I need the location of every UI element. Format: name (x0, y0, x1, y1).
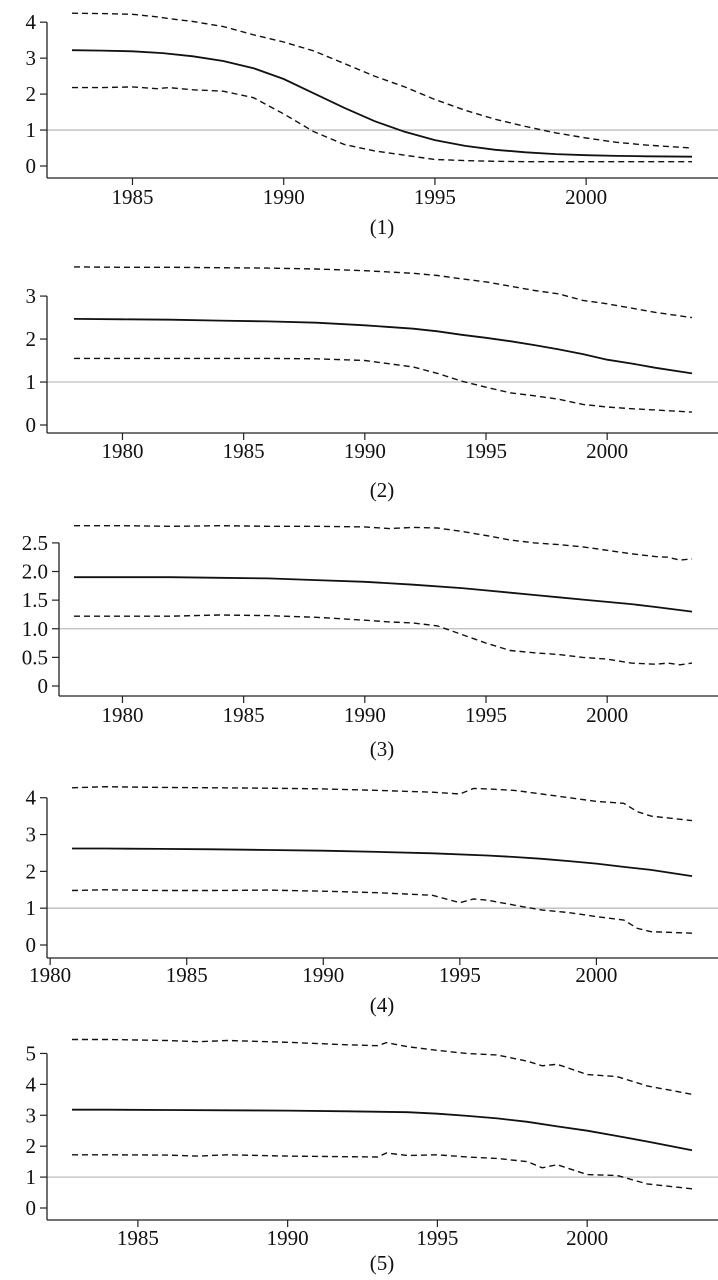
panel-2: 0 1 2 3 1980 1985 1990 1995 2000 (2) (26, 266, 718, 502)
y-tick-label: 1.0 (22, 617, 48, 641)
y-tick-label: 4 (26, 1072, 37, 1096)
x-tick-label: 1995 (414, 185, 456, 209)
estimate-line (74, 576, 693, 613)
lower-bound-line (74, 614, 693, 666)
y-tick-label: 2 (26, 82, 37, 106)
panel-caption: (4) (370, 993, 395, 1017)
upper-bound-line (73, 266, 693, 319)
y-tick-label: 0 (38, 674, 49, 698)
x-tick-label: 2000 (565, 185, 607, 209)
y-tick-label: 3 (26, 823, 37, 847)
y-tick-label: 0.5 (22, 645, 48, 669)
y-tick-label: 4 (26, 10, 37, 34)
upper-bound-line (71, 785, 693, 822)
y-tick-label: 2 (26, 859, 37, 883)
x-tick-label: 2000 (566, 1226, 608, 1250)
panel-caption: (5) (370, 1251, 395, 1275)
panel-4: 0 1 2 3 4 1980 1985 1990 1995 2000 (4) (26, 786, 718, 1017)
panel-caption: (2) (370, 478, 395, 502)
x-tick-label: 1990 (344, 703, 386, 727)
y-tick-label: 2 (26, 327, 37, 351)
y-tick-label: 0 (26, 933, 37, 957)
lower-bound-line (71, 889, 693, 934)
x-tick-label: 1995 (465, 703, 507, 727)
y-tick-label: 4 (26, 786, 37, 810)
x-tick-label: 1985 (117, 1226, 159, 1250)
x-tick-label: 1980 (29, 963, 71, 987)
estimate-line (72, 1108, 693, 1152)
y-tick-label: 1.5 (22, 588, 48, 612)
x-tick-label: 1985 (223, 703, 265, 727)
y-tick-label: 3 (26, 1103, 37, 1127)
y-tick-label: 5 (26, 1041, 37, 1065)
x-tick-label: 1995 (439, 963, 481, 987)
y-tick-label: 3 (26, 284, 37, 308)
upper-bound-line (71, 12, 693, 149)
x-tick-label: 1990 (344, 439, 386, 463)
x-tick-label: 2000 (575, 963, 617, 987)
x-tick-label: 1985 (111, 185, 153, 209)
y-tick-label: 3 (26, 46, 37, 70)
x-tick-label: 1990 (263, 185, 305, 209)
panel-caption: (3) (370, 737, 395, 761)
upper-bound-line (72, 1038, 693, 1095)
x-tick-label: 1995 (465, 439, 507, 463)
x-tick-label: 1980 (101, 703, 143, 727)
panel-1: 0 1 2 3 4 1985 1990 1995 2000 (1) (26, 10, 718, 239)
panel-5: 0 1 2 3 4 5 1985 1990 1995 2000 (5) (26, 1038, 718, 1275)
estimate-line (72, 847, 693, 877)
y-tick-label: 1 (26, 1165, 37, 1189)
x-tick-label: 1985 (223, 439, 265, 463)
x-tick-label: 1980 (101, 439, 143, 463)
y-tick-label: 2.0 (22, 560, 48, 584)
x-tick-label: 1985 (166, 963, 208, 987)
x-tick-label: 2000 (586, 703, 628, 727)
x-tick-label: 2000 (586, 439, 628, 463)
y-tick-label: 0 (26, 1196, 37, 1220)
estimate-line (73, 318, 693, 375)
lower-bound-line (72, 1152, 693, 1190)
y-tick-label: 2 (26, 1134, 37, 1158)
y-tick-label: 2.5 (22, 531, 48, 555)
y-tick-label: 0 (26, 154, 37, 178)
x-tick-label: 1990 (267, 1226, 309, 1250)
y-tick-label: 0 (26, 413, 37, 437)
lower-bound-line (72, 86, 692, 163)
panel-caption: (1) (370, 215, 395, 239)
y-tick-label: 1 (26, 370, 37, 394)
estimate-line (71, 49, 693, 158)
x-tick-label: 1995 (416, 1226, 458, 1250)
x-tick-label: 1990 (302, 963, 344, 987)
y-tick-label: 1 (26, 896, 37, 920)
upper-bound-line (74, 524, 693, 561)
lower-bound-line (74, 357, 693, 413)
y-tick-label: 1 (26, 118, 37, 142)
panel-3: 0 0.5 1.0 1.5 2.0 2.5 1980 1985 1990 1995 2000 (3) (22, 524, 718, 761)
